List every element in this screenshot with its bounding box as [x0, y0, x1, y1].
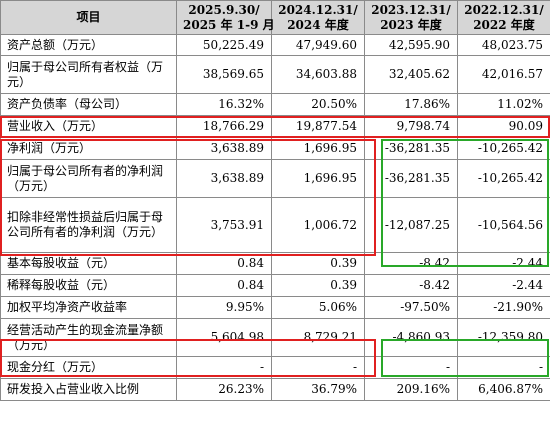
- cell-value: -10,564.56: [457, 197, 550, 253]
- table-row: 归属于母公司所有者权益（万元） 38,569.65 34,603.88 32,4…: [0, 55, 550, 94]
- cell-value: 19,877.54: [271, 115, 365, 138]
- cell-value: 3,638.89: [176, 159, 272, 198]
- table-row: 基本每股收益（元） 0.84 0.39 -8.42 -2.44: [0, 252, 550, 275]
- table-row: 现金分红（万元） - - - -: [0, 356, 550, 379]
- row-label: 经营活动产生的现金流量净额（万元）: [0, 318, 177, 357]
- cell-value: 0.84: [176, 274, 272, 297]
- table-row: 资产负债率（母公司） 16.32% 20.50% 17.86% 11.02%: [0, 93, 550, 116]
- row-label: 营业收入（万元）: [0, 115, 177, 138]
- cell-value: 209.16%: [364, 378, 458, 401]
- row-label: 资产总额（万元）: [0, 34, 177, 56]
- cell-value: 3,753.91: [176, 197, 272, 253]
- cell-value: 11.02%: [457, 93, 550, 116]
- cell-value: 5,604.98: [176, 318, 272, 357]
- table-row: 研发投入占营业收入比例 26.23% 36.79% 209.16% 6,406.…: [0, 378, 550, 401]
- cell-value: 3,638.89: [176, 137, 272, 160]
- cell-value: 8,729.21: [271, 318, 365, 357]
- cell-value: -8.42: [364, 274, 458, 297]
- row-label: 现金分红（万元）: [0, 356, 177, 379]
- cell-value: -10,265.42: [457, 137, 550, 160]
- cell-value: -21.90%: [457, 296, 550, 319]
- cell-value: 0.84: [176, 252, 272, 275]
- cell-value: 5.06%: [271, 296, 365, 319]
- cell-value: 20.50%: [271, 93, 365, 116]
- table-row: 加权平均净资产收益率 9.95% 5.06% -97.50% -21.90%: [0, 296, 550, 319]
- cell-value: -8.42: [364, 252, 458, 275]
- row-label: 归属于母公司所有者权益（万元）: [0, 55, 177, 94]
- cell-value: 32,405.62: [364, 55, 458, 94]
- cell-value: 16.32%: [176, 93, 272, 116]
- row-label: 稀释每股收益（元）: [0, 274, 177, 297]
- table-row: 扣除非经常性损益后归属于母公司所有者的净利润（万元） 3,753.91 1,00…: [0, 197, 550, 253]
- cell-value: 90.09: [457, 115, 550, 138]
- cell-value: -: [457, 356, 550, 379]
- row-label: 净利润（万元）: [0, 137, 177, 160]
- table-row: 稀释每股收益（元） 0.84 0.39 -8.42 -2.44: [0, 274, 550, 297]
- cell-value: 1,696.95: [271, 159, 365, 198]
- cell-value: -4,860.93: [364, 318, 458, 357]
- cell-value: -10,265.42: [457, 159, 550, 198]
- cell-value: 1,696.95: [271, 137, 365, 160]
- cell-value: 36.79%: [271, 378, 365, 401]
- header-col-4: 2022.12.31/2022 年度: [457, 0, 550, 35]
- cell-value: 48,023.75: [457, 34, 550, 56]
- row-label: 研发投入占营业收入比例: [0, 378, 177, 401]
- cell-value: -97.50%: [364, 296, 458, 319]
- cell-value: -12,087.25: [364, 197, 458, 253]
- row-label: 加权平均净资产收益率: [0, 296, 177, 319]
- header-col-3: 2023.12.31/2023 年度: [364, 0, 458, 35]
- cell-value: 50,225.49: [176, 34, 272, 56]
- cell-value: -12,359.80: [457, 318, 550, 357]
- header-col-1: 2025.9.30/2025 年 1-9 月: [176, 0, 275, 35]
- cell-value: 18,766.29: [176, 115, 272, 138]
- cell-value: 6,406.87%: [457, 378, 550, 401]
- header-col-2: 2024.12.31/2024 年度: [271, 0, 365, 35]
- cell-value: -2.44: [457, 252, 550, 275]
- cell-value: -36,281.35: [364, 159, 458, 198]
- cell-value: 42,016.57: [457, 55, 550, 94]
- table-header-row: 项目 2025.9.30/2025 年 1-9 月 2024.12.31/202…: [0, 0, 550, 35]
- cell-value: -2.44: [457, 274, 550, 297]
- cell-value: -: [176, 356, 272, 379]
- cell-value: 47,949.60: [271, 34, 365, 56]
- table-row: 净利润（万元） 3,638.89 1,696.95 -36,281.35 -10…: [0, 137, 550, 160]
- cell-value: 0.39: [271, 252, 365, 275]
- row-label: 资产负债率（母公司）: [0, 93, 177, 116]
- cell-value: 9,798.74: [364, 115, 458, 138]
- cell-value: -: [364, 356, 458, 379]
- cell-value: 42,595.90: [364, 34, 458, 56]
- table-row: 资产总额（万元） 50,225.49 47,949.60 42,595.90 4…: [0, 34, 550, 56]
- cell-value: -: [271, 356, 365, 379]
- cell-value: 17.86%: [364, 93, 458, 116]
- cell-value: 0.39: [271, 274, 365, 297]
- cell-value: 9.95%: [176, 296, 272, 319]
- cell-value: -36,281.35: [364, 137, 458, 160]
- cell-value: 34,603.88: [271, 55, 365, 94]
- cell-value: 1,006.72: [271, 197, 365, 253]
- cell-value: 26.23%: [176, 378, 272, 401]
- table-row: 归属于母公司所有者的净利润（万元） 3,638.89 1,696.95 -36,…: [0, 159, 550, 198]
- table-row: 营业收入（万元） 18,766.29 19,877.54 9,798.74 90…: [0, 115, 550, 138]
- table-row: 经营活动产生的现金流量净额（万元） 5,604.98 8,729.21 -4,8…: [0, 318, 550, 357]
- financial-table: 项目 2025.9.30/2025 年 1-9 月 2024.12.31/202…: [0, 0, 550, 401]
- cell-value: 38,569.65: [176, 55, 272, 94]
- row-label: 归属于母公司所有者的净利润（万元）: [0, 159, 177, 198]
- row-label: 基本每股收益（元）: [0, 252, 177, 275]
- header-item: 项目: [0, 0, 177, 35]
- row-label: 扣除非经常性损益后归属于母公司所有者的净利润（万元）: [0, 197, 177, 253]
